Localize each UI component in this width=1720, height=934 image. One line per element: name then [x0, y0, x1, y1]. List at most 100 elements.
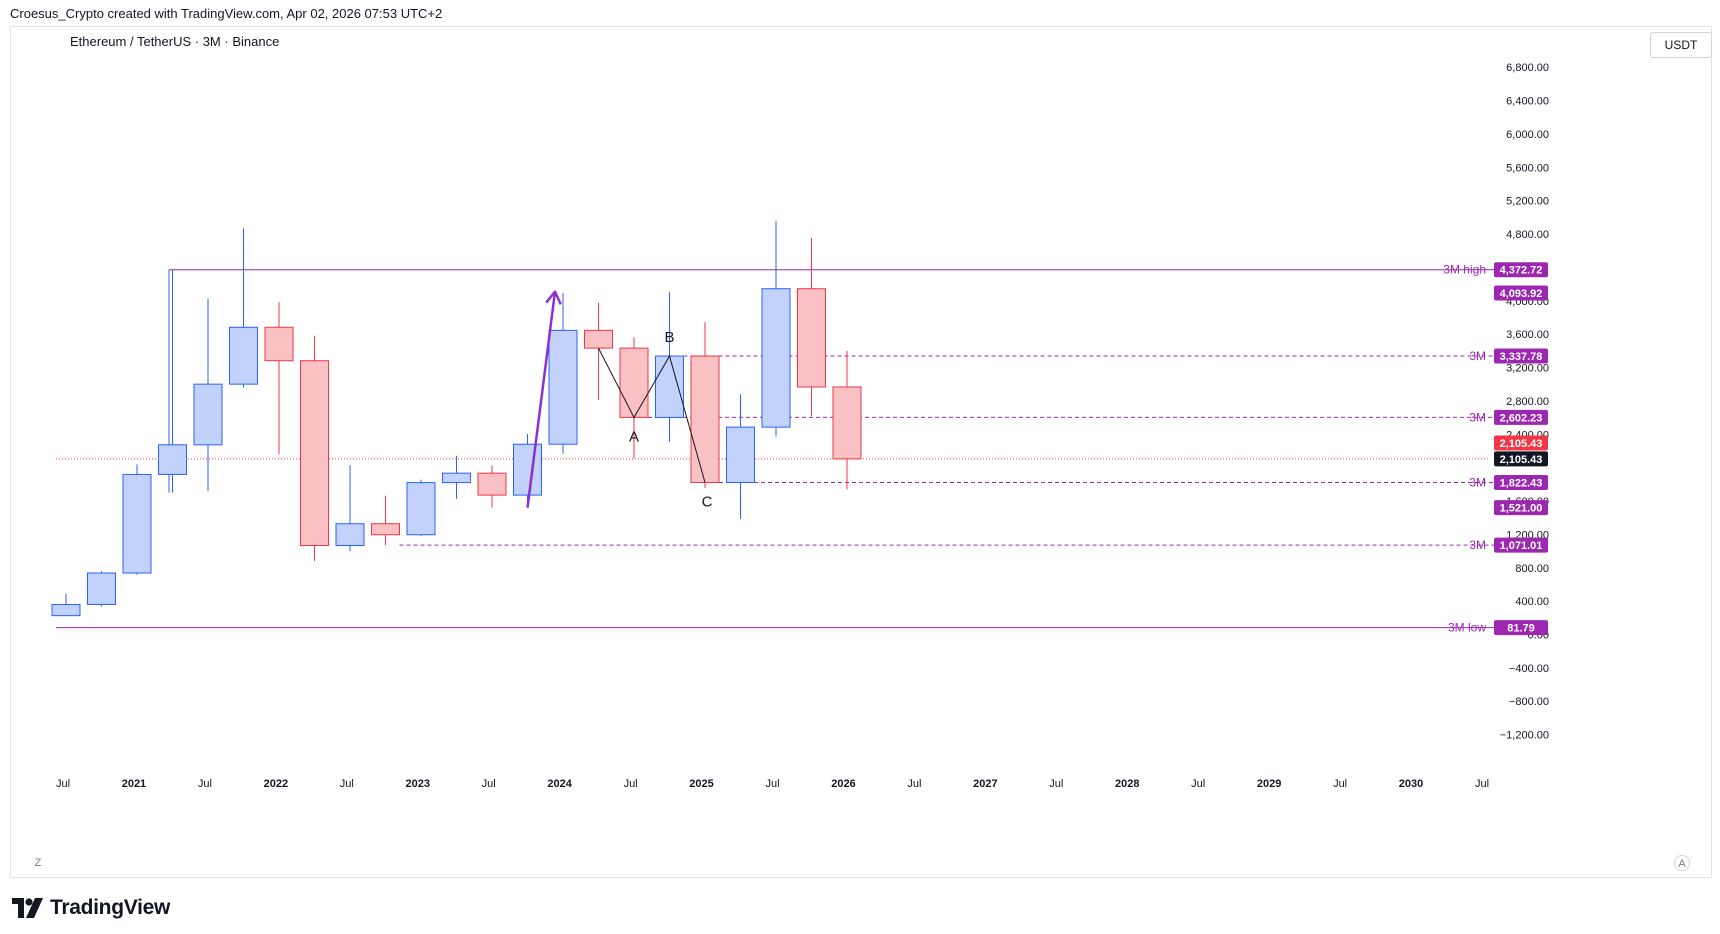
time-tick-label: Jul [624, 778, 638, 790]
level-label: 3M [1469, 475, 1486, 489]
candle [442, 455, 471, 499]
price-tick-label: 4,800.00 [1506, 229, 1549, 241]
candle [761, 221, 791, 437]
candle-body [371, 523, 400, 536]
candle-body [229, 326, 258, 385]
candle-body [264, 326, 294, 362]
trend-arrow-line [526, 291, 557, 508]
chart-frame [10, 26, 1712, 878]
price-tick-label: 3,200.00 [1506, 363, 1549, 375]
candle-body [442, 472, 471, 484]
level-price-badge-bg [1494, 537, 1548, 553]
time-tick-label: 2021 [122, 778, 146, 790]
current-price-badge: 2,105.43 [1494, 435, 1548, 451]
currency-selector-button[interactable]: USDT [1650, 32, 1712, 58]
time-tick-label: Jul [1475, 778, 1489, 790]
candle-body [832, 386, 862, 460]
level-price-badge-bg [1494, 262, 1548, 278]
level-label: 3M [1469, 349, 1486, 363]
level-label: 3M low [1448, 621, 1486, 635]
level-price-badge-bg [1494, 409, 1548, 425]
candle [300, 335, 329, 562]
candle-body [619, 347, 649, 418]
last-price-badge: 2,105.43 [1494, 451, 1548, 467]
candle [51, 593, 81, 617]
candle [477, 465, 507, 508]
extra-price-badge: 4,093.92 [1494, 285, 1548, 301]
auto-scale-button[interactable]: A [1674, 855, 1690, 871]
last-price-badge-text: 2,105.43 [1500, 454, 1543, 466]
price-badges: 4,372.72 3,337.78 2,602.23 1,822.43 1,071.01… [1494, 262, 1548, 636]
candle [335, 465, 365, 552]
candle-body [761, 288, 791, 428]
drawings: A B C [526, 290, 713, 510]
current-price-badge-text: 2,105.43 [1500, 438, 1543, 450]
candle [87, 571, 116, 607]
time-tick-label: 2030 [1399, 778, 1423, 790]
level-price-badge: 81.79 [1494, 620, 1548, 636]
time-tick-label: Jul [482, 778, 496, 790]
chart-attribution: Croesus_Crypto created with TradingView.… [10, 6, 443, 21]
candle-body [513, 443, 542, 496]
candle [726, 394, 755, 519]
candle-body [87, 572, 116, 605]
time-tick-label: Jul [1049, 778, 1063, 790]
time-tick-label: Jul [1333, 778, 1347, 790]
candle [513, 434, 542, 508]
last-price-badge-bg [1494, 451, 1548, 467]
price-tick-label: 6,000.00 [1506, 129, 1549, 141]
candle [406, 479, 436, 537]
candle [264, 302, 294, 455]
candle-body [158, 444, 187, 475]
extra-price-badge-bg [1494, 500, 1548, 516]
level-price-badge: 1,822.43 [1494, 474, 1548, 490]
price-tick-label: −400.00 [1509, 663, 1549, 675]
level-price-badge-text: 4,372.72 [1500, 265, 1543, 277]
time-tick-label: Jul [765, 778, 779, 790]
time-tick-label: Jul [340, 778, 354, 790]
trend-arrow-head [545, 290, 562, 305]
wave-label-b: B [664, 329, 674, 346]
candle [122, 464, 152, 575]
zoom-reset-button[interactable]: Z [34, 857, 42, 869]
time-tick-label: 2022 [264, 778, 288, 790]
extra-price-badge-text: 1,521.00 [1500, 503, 1543, 515]
time-tick-label: 2026 [831, 778, 855, 790]
price-tick-label: 400.00 [1515, 596, 1549, 608]
candle [548, 292, 578, 454]
tradingview-logo: TradingView [12, 894, 170, 922]
wave-label-a: A [629, 428, 639, 445]
price-axis[interactable]: 6,800.00 6,400.00 6,000.00 5,600.00 5,200.00… [1500, 62, 1549, 741]
candle-body [548, 329, 578, 445]
level-label: 3M [1469, 538, 1486, 552]
time-tick-label: Jul [907, 778, 921, 790]
time-tick-label: 2027 [973, 778, 997, 790]
candle-body [655, 355, 684, 418]
candle [584, 302, 613, 400]
candle-body [406, 482, 436, 536]
level-price-badge: 2,602.23 [1494, 409, 1548, 425]
level-price-badge-text: 1,071.01 [1500, 540, 1543, 552]
extra-price-badge-bg [1494, 285, 1548, 301]
candle-body [726, 426, 755, 483]
candle [371, 495, 400, 546]
level-price-badge: 3,337.78 [1494, 348, 1548, 364]
time-axis[interactable]: Jul 2021 Jul 2022 Jul 2023 Jul 2024 Jul 2025 Jul 20… [56, 778, 1489, 790]
candle-body [335, 523, 365, 546]
extra-price-badge: 1,521.00 [1494, 500, 1548, 516]
tradingview-logo-icon [12, 898, 43, 918]
time-tick-label: Jul [1191, 778, 1205, 790]
time-tick-label: 2029 [1257, 778, 1281, 790]
candles [51, 221, 862, 617]
price-tick-label: 5,200.00 [1506, 196, 1549, 208]
candle-body [193, 383, 223, 446]
level-label: 3M high [1443, 263, 1486, 277]
candle-body [51, 603, 81, 617]
level-price-badge-bg [1494, 348, 1548, 364]
current-price-badge-bg [1494, 435, 1548, 451]
price-tick-label: 6,800.00 [1506, 62, 1549, 74]
candle [193, 298, 223, 492]
candle [797, 237, 826, 416]
level-price-badge-bg [1494, 474, 1548, 490]
